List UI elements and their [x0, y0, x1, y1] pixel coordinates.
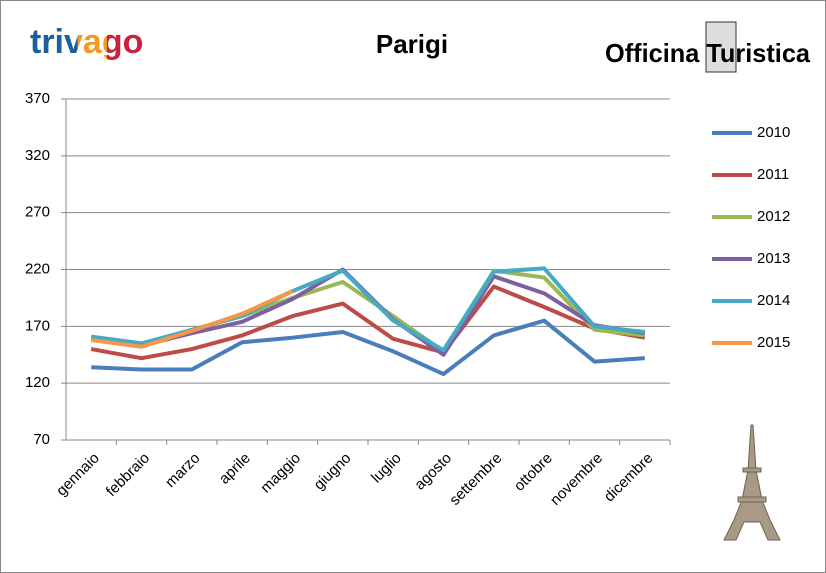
y-tick-label: 120 [25, 374, 50, 391]
series-line [91, 318, 645, 377]
legend-label: 2011 [757, 166, 789, 183]
series-line [90, 284, 646, 361]
trivago-logo: trivago [30, 23, 143, 61]
legend-label: 2012 [757, 208, 790, 225]
legend-label: 2015 [757, 334, 790, 351]
chart-title: Parigi [376, 29, 448, 59]
y-tick-label: 220 [25, 260, 50, 277]
legend-label: 2013 [757, 250, 790, 267]
eiffel-tower [723, 424, 781, 541]
y-tick-label: 70 [33, 431, 50, 448]
logo-box [705, 21, 737, 73]
y-tick-label: 270 [25, 204, 50, 221]
legend-label: 2014 [757, 292, 790, 309]
series-line [90, 289, 294, 349]
officina-logo: Officina Turistica [605, 38, 811, 68]
y-tick-label: 170 [25, 317, 50, 334]
y-tick-label: 370 [25, 90, 50, 107]
legend-label: 2010 [757, 124, 790, 141]
y-tick-label: 320 [25, 147, 50, 164]
